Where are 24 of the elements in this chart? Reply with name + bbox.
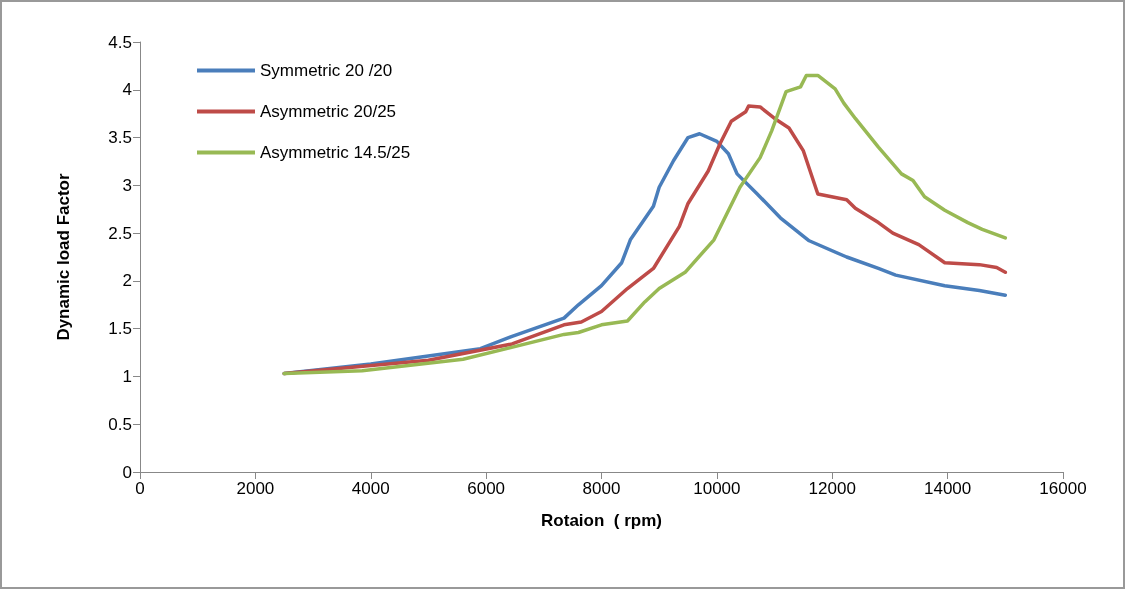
y-tick-label: 2 bbox=[122, 271, 132, 291]
legend-label: Asymmetric 20/25 bbox=[260, 102, 397, 121]
x-tick-label: 8000 bbox=[582, 479, 621, 498]
y-tick-label: 0 bbox=[122, 462, 132, 482]
x-tick-label: 4000 bbox=[351, 479, 390, 498]
y-axis-title: Dynamic load Factor bbox=[54, 173, 73, 341]
x-axis-title: Rotaion ( rpm) bbox=[541, 511, 662, 530]
y-tick-label: 0.5 bbox=[108, 414, 132, 434]
y-tick-label: 4 bbox=[122, 80, 132, 100]
legend-label: Asymmetric 14.5/25 bbox=[260, 143, 411, 162]
y-tick-label: 4.5 bbox=[108, 32, 132, 52]
x-tick-label: 14000 bbox=[923, 479, 972, 498]
x-tick-label: 0 bbox=[135, 479, 145, 498]
x-tick-label: 12000 bbox=[808, 479, 856, 498]
y-tick-label: 1.5 bbox=[108, 319, 132, 339]
legend-label: Symmetric 20 /20 bbox=[260, 61, 393, 80]
x-tick-label: 6000 bbox=[467, 479, 506, 498]
x-tick-label: 16000 bbox=[1039, 479, 1087, 498]
y-tick-label: 3 bbox=[122, 175, 132, 195]
x-tick-label: 2000 bbox=[236, 479, 275, 498]
y-tick-label: 2.5 bbox=[108, 223, 132, 243]
x-tick-label: 10000 bbox=[693, 479, 741, 498]
y-tick-label: 1 bbox=[122, 366, 132, 386]
y-tick-label: 3.5 bbox=[108, 128, 132, 148]
